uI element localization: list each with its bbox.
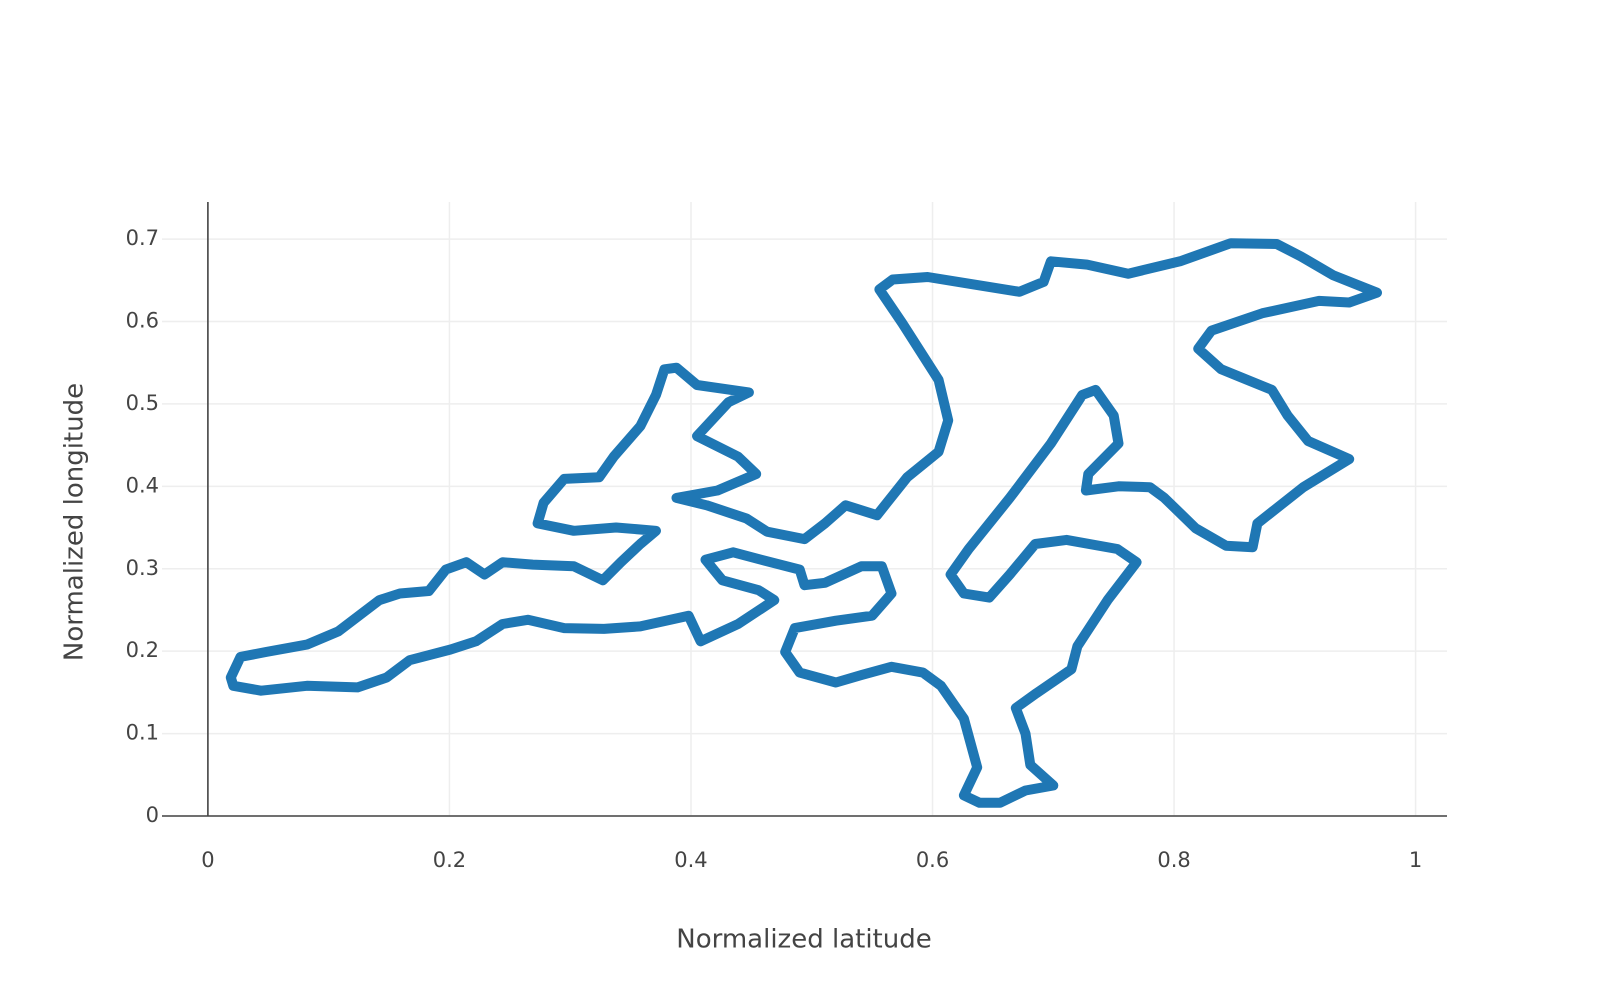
y-axis-title: Normalized longitude <box>60 383 90 661</box>
x-axis-title: Normalized latitude <box>676 925 931 955</box>
data-line <box>225 238 1382 808</box>
y-tick-label: 0.7 <box>126 226 159 250</box>
x-tick-label: 0.8 <box>1157 848 1190 872</box>
y-tick-label: 0.3 <box>126 556 159 580</box>
y-tick-label: 0.5 <box>126 391 159 415</box>
x-tick-label: 1 <box>1409 848 1422 872</box>
y-tick-label: 0.4 <box>126 473 159 497</box>
y-tick-label: 0 <box>146 803 159 827</box>
y-tick-label: 0.6 <box>126 309 159 333</box>
x-tick-label: 0.6 <box>916 848 949 872</box>
x-tick-label: 0.2 <box>433 848 466 872</box>
y-tick-label: 0.1 <box>126 721 159 745</box>
x-tick-label: 0 <box>201 848 214 872</box>
y-tick-label: 0.2 <box>126 638 159 662</box>
x-tick-label: 0.4 <box>674 848 707 872</box>
